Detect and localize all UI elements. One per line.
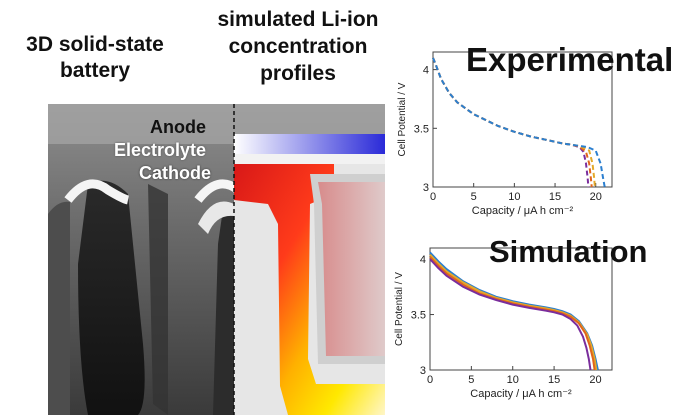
simulation-series-0-line — [429, 251, 599, 371]
simulation-chart-title: Simulation — [489, 234, 648, 269]
simulation-chart-svg: 0 5 10 15 20 3 3.5 4 Capacity / μA h cm⁻² Cell Po… — [394, 247, 613, 400]
battery-cross-section-image — [48, 104, 385, 415]
experimental-y-axis-label: Cell Potential / V — [397, 82, 408, 156]
simulation-x-tick-label: 0 — [427, 374, 433, 386]
experimental-y-tick-label: 4 — [423, 65, 429, 77]
experimental-x-tick-label: 15 — [549, 191, 561, 203]
simulation-y-tick-label: 3 — [420, 365, 426, 377]
simulation-y-tick-label: 3.5 — [411, 310, 426, 322]
simulation-x-tick-label: 5 — [468, 374, 474, 386]
experimental-chart-svg: 0 5 10 15 20 3 3.5 4 Capacity / μA h cm⁻² Cell Po… — [397, 51, 613, 217]
anode-label: Anode — [150, 117, 206, 137]
simulation-x-tick-label: 10 — [507, 374, 519, 386]
experimental-chart: 0 5 10 15 20 3 3.5 4 Capacity / μA h cm⁻² Cell Po… — [392, 42, 622, 227]
experimental-x-tick-label: 0 — [430, 191, 436, 203]
electrolyte-label: Electrolyte — [114, 140, 207, 160]
simulation-plot-frame — [429, 247, 613, 371]
experimental-title: Experimental — [466, 41, 674, 78]
simulation-y-axis-label: Cell Potential / V — [394, 272, 405, 346]
experimental-plot-frame — [432, 51, 613, 188]
simulation-y-tick-label: 4 — [420, 254, 426, 266]
simulation-x-axis-label: Capacity / μA h cm⁻² — [470, 388, 572, 400]
experimental-x-axis-label: Capacity / μA h cm⁻² — [472, 205, 574, 217]
simulation-series-1-line — [429, 254, 598, 371]
simulation-chart: 0 5 10 15 20 3 3.5 4 Capacity / μA h cm⁻² Cell Po… — [392, 240, 622, 415]
experimental-x-tick-label: 20 — [590, 191, 602, 203]
cathode-label: Cathode — [139, 163, 211, 183]
experimental-x-tick-label: 10 — [508, 191, 520, 203]
simulation-x-tick-label: 15 — [548, 374, 560, 386]
experimental-x-tick-label: 5 — [471, 191, 477, 203]
battery-title: 3D solid-state battery — [26, 33, 164, 82]
simulation-x-tick-label: 20 — [589, 374, 601, 386]
simulation-title: simulated Li-ion concentration profiles — [217, 8, 379, 85]
experimental-y-tick-label: 3 — [423, 182, 429, 194]
simulation-series-2-line — [429, 256, 596, 371]
simulation-series-3-line — [429, 258, 592, 371]
experimental-y-tick-label: 3.5 — [414, 123, 429, 135]
